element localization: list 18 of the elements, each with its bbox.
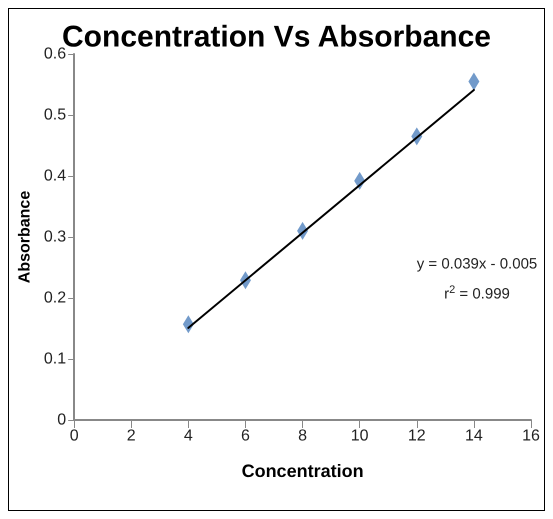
- x-tick-label: 6: [241, 428, 250, 444]
- y-tick-label: 0.5: [44, 106, 66, 124]
- y-tick-label: 0.3: [44, 228, 66, 246]
- y-tick-label: 0: [57, 412, 66, 428]
- x-tick-label: 0: [70, 428, 79, 444]
- x-axis-title: Concentration: [242, 461, 364, 481]
- x-tick-label: 12: [408, 428, 426, 444]
- x-tick-label: 10: [350, 428, 369, 444]
- y-tick-label: 0.1: [44, 350, 66, 368]
- x-tick-label: 2: [126, 428, 136, 444]
- y-tick-label: 0.2: [44, 290, 66, 306]
- y-axis-title: Absorbance: [16, 190, 34, 284]
- annotation: y = 0.039x - 0.005: [416, 256, 538, 272]
- y-tick-label: 0.4: [44, 168, 66, 184]
- x-tick-label: 14: [464, 428, 483, 444]
- x-tick-label: 16: [522, 428, 540, 444]
- x-tick-label: 8: [298, 428, 308, 444]
- x-tick-label: 4: [184, 428, 193, 444]
